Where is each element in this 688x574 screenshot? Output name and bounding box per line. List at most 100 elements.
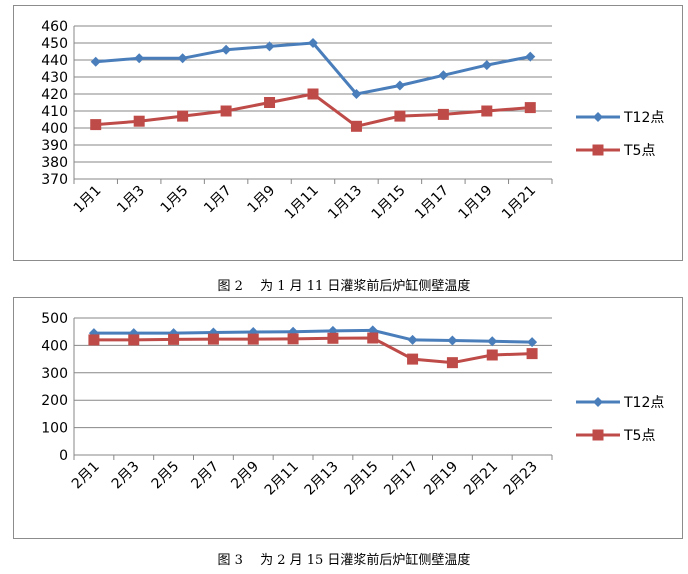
chart2-data-point xyxy=(486,349,498,361)
chart2-data-point xyxy=(207,333,219,345)
chart2-data-point xyxy=(447,335,458,346)
chart1-data-point xyxy=(264,97,276,108)
chart2-data-point xyxy=(407,353,419,365)
chart2-data-point xyxy=(168,328,179,339)
chart2-x-tick-label: 2月15 xyxy=(341,459,381,499)
chart2-y-tick-label: 400 xyxy=(41,338,68,354)
chart2-data-point xyxy=(128,334,140,346)
chart1-series-t12 xyxy=(90,38,536,99)
chart2-x-tick-label: 2月21 xyxy=(461,459,501,499)
chart2-x-tick-label: 2月13 xyxy=(302,459,342,499)
chart2-y-tick-label: 100 xyxy=(41,421,68,437)
chart2-data-point xyxy=(446,357,458,369)
chart2-y-tick-label: 300 xyxy=(41,366,68,382)
chart1-y-tick-label: 430 xyxy=(41,70,68,86)
chart1-x-tick-label: 1月21 xyxy=(499,183,539,223)
chart1-data-point xyxy=(308,38,318,48)
chart-2-caption: 图 3 为 2 月 15 日灌浆前后炉缸侧壁温度 xyxy=(217,553,471,568)
chart2-x-tick-label: 2月1 xyxy=(69,459,103,493)
chart1-y-tick-label: 460 xyxy=(41,19,68,35)
chart1-y-tick-label: 450 xyxy=(41,36,68,52)
chart1-data-point xyxy=(134,53,145,64)
chart2-x-tick-label: 2月23 xyxy=(501,459,541,499)
chart2-data-point xyxy=(88,334,100,346)
chart2-x-tick-label: 2月17 xyxy=(381,459,421,499)
chart2-data-point xyxy=(407,334,418,345)
chart2-series-line xyxy=(93,336,533,365)
chart2-legend-marker xyxy=(592,429,604,441)
chart1-x-tick-label: 1月11 xyxy=(282,183,322,223)
chart1-data-point xyxy=(394,110,406,122)
chart2-legend-label: T5点 xyxy=(623,428,655,444)
chart1-data-point xyxy=(220,105,232,117)
chart1-x-tick-label: 1月15 xyxy=(369,183,409,223)
chart2-x-tick-label: 2月7 xyxy=(188,459,222,493)
chart1-legend-label: T5点 xyxy=(623,143,655,159)
chart2-data-point xyxy=(88,328,99,339)
chart1-data-point xyxy=(307,88,319,100)
chart1-legend-label: T12点 xyxy=(623,110,664,126)
chart1-data-point xyxy=(438,70,449,81)
chart1-y-tick-label: 420 xyxy=(41,87,68,103)
chart1-data-point xyxy=(133,115,145,127)
chart2-data-point xyxy=(526,348,538,360)
chart1-data-point xyxy=(90,119,102,131)
chart2-x-tick-label: 2月5 xyxy=(149,459,183,493)
chart2-data-point xyxy=(288,326,299,337)
chart2-x-tick-label: 2月9 xyxy=(228,459,262,493)
chart1-data-point xyxy=(90,56,101,67)
chart-1: 370 380 390 400 410 420 430 440 450 460 1月1 1月3 1月5 1… xyxy=(13,5,683,261)
chart1-data-point xyxy=(481,60,492,71)
chart2-y-tick-label: 500 xyxy=(41,311,68,327)
chart1-data-point xyxy=(481,105,493,117)
chart1-y-tick-label: 440 xyxy=(41,53,68,69)
chart1-data-point xyxy=(437,108,449,120)
chart2-legend-marker xyxy=(593,397,603,407)
chart-1-caption: 图 2 为 1 月 11 日灌浆前后炉缸侧壁温度 xyxy=(217,279,471,294)
chart2-x-tick-label: 2月19 xyxy=(421,459,461,499)
chart2-x-tick-label: 2月3 xyxy=(109,459,143,493)
chart1-data-point xyxy=(221,44,232,55)
chart2-data-point xyxy=(168,333,180,345)
chart1-x-tick-label: 1月13 xyxy=(325,183,365,223)
chart1-x-tick-label: 1月5 xyxy=(158,183,192,217)
chart2-y-tick-label: 0 xyxy=(59,448,68,464)
chart2-data-point xyxy=(367,332,379,344)
chart2-data-point xyxy=(247,333,259,345)
chart1-data-point xyxy=(525,51,536,62)
chart1-y-tick-label: 410 xyxy=(41,104,68,120)
chart2-data-point xyxy=(367,325,378,336)
chart1-data-point xyxy=(350,120,362,132)
chart2-x-tick-label: 2月11 xyxy=(262,459,302,499)
chart1-legend-marker xyxy=(593,112,603,122)
chart2-y-tick-label: 200 xyxy=(41,393,68,409)
chart1-x-tick-label: 1月7 xyxy=(201,183,235,217)
chart1-x-tick-label: 1月19 xyxy=(456,183,496,223)
chart2-series-t5 xyxy=(88,332,538,369)
chart1-series-line xyxy=(95,41,531,96)
chart1-series-t5 xyxy=(90,88,536,132)
chart1-data-point xyxy=(351,89,362,99)
chart2-data-point xyxy=(327,332,339,344)
chart2-data-point xyxy=(527,337,538,348)
chart2-data-point xyxy=(128,328,139,339)
chart1-x-tick-label: 1月3 xyxy=(114,183,148,217)
chart1-y-tick-label: 380 xyxy=(41,155,68,171)
chart2-legend-label: T12点 xyxy=(623,395,664,411)
chart2-series-line xyxy=(93,328,533,344)
chart1-data-point xyxy=(177,53,188,64)
chart2-data-point xyxy=(208,327,219,338)
chart1-x-tick-label: 1月17 xyxy=(412,183,452,223)
chart1-y-tick-label: 370 xyxy=(41,172,68,188)
chart2-data-point xyxy=(487,336,498,347)
chart1-x-tick-label: 1月9 xyxy=(245,183,279,217)
chart2-data-point xyxy=(287,333,299,345)
chart1-data-point xyxy=(394,80,405,91)
chart-2: 0 100 200 300 400 500 2月1 2月3 2月5 2月7 2月9 2月11 2月13 2… xyxy=(13,297,683,539)
chart1-y-tick-label: 400 xyxy=(41,121,68,137)
chart1-legend-marker xyxy=(592,144,604,156)
chart1-x-tick-label: 1月1 xyxy=(71,183,105,217)
chart2-series-t12 xyxy=(88,325,538,348)
